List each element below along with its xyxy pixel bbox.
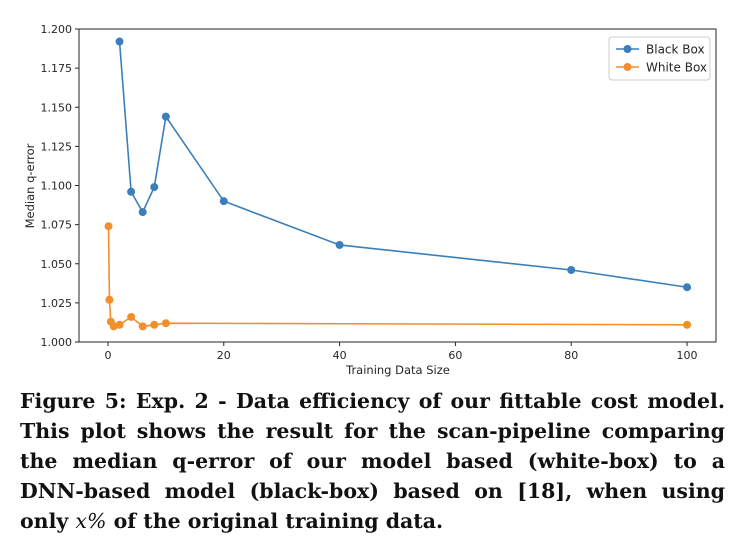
- data-point-black-box: [567, 266, 576, 275]
- y-tick-label: 1.200: [41, 23, 73, 36]
- x-tick-label: 0: [104, 349, 111, 362]
- x-tick-label: 80: [564, 349, 578, 362]
- caption-math: x%: [75, 509, 107, 533]
- data-point-black-box: [335, 240, 344, 249]
- y-tick-label: 1.075: [41, 219, 73, 232]
- data-point-white-box: [138, 322, 147, 331]
- y-tick-label: 1.025: [41, 297, 73, 310]
- caption-text: Figure 5: Exp. 2 - Data efficiency of ou…: [20, 389, 725, 533]
- x-tick-label: 100: [677, 349, 698, 362]
- legend-box: [608, 36, 711, 81]
- legend-label-white-box: White Box: [646, 61, 707, 75]
- series-white-box: [104, 222, 692, 331]
- x-axis-label: Training Data Size: [345, 363, 450, 377]
- data-point-white-box: [161, 319, 170, 328]
- series-line-black-box: [118, 41, 688, 289]
- figure-caption: Figure 5: Exp. 2 - Data efficiency of ou…: [20, 386, 725, 536]
- y-axis: 1.000 1.025 1.050 1.075 1.100 1.125 1.150 1.175…: [41, 23, 79, 349]
- y-tick-label: 1.125: [41, 140, 73, 153]
- data-point-white-box: [150, 320, 159, 329]
- data-point-white-box: [683, 320, 692, 329]
- y-tick-label: 1.175: [41, 62, 73, 75]
- data-point-white-box: [115, 320, 124, 329]
- y-tick-label: 1.150: [41, 101, 73, 114]
- data-point-white-box: [105, 295, 114, 304]
- line-chart: 0 20 40 60 80 100 1.0001.0251.0501.0751.1001.…: [23, 23, 717, 377]
- data-point-black-box: [127, 187, 136, 196]
- data-point-black-box: [683, 283, 692, 292]
- x-tick-label: 60: [448, 349, 462, 362]
- x-tick-label: 40: [333, 349, 347, 362]
- legend-marker-black-box: [623, 45, 632, 53]
- data-point-white-box: [104, 222, 113, 231]
- data-point-black-box: [115, 37, 124, 46]
- data-point-black-box: [138, 208, 147, 217]
- series-black-box: [115, 37, 692, 292]
- data-point-black-box: [161, 112, 170, 121]
- legend: Black Box White Box: [608, 36, 711, 81]
- legend-entry-white-box: White Box: [616, 61, 707, 75]
- y-tick-label: 1.000: [41, 336, 73, 349]
- series-line-white-box: [107, 226, 688, 328]
- caption-tail: of the original training data.: [106, 509, 444, 533]
- y-axis-label: Median q-error: [23, 143, 37, 228]
- legend-label-black-box: Black Box: [646, 43, 705, 57]
- plot-area: [104, 37, 692, 331]
- legend-marker-white-box: [623, 63, 632, 71]
- data-point-black-box: [219, 197, 228, 206]
- data-point-black-box: [150, 183, 159, 192]
- y-tick-label: 1.100: [41, 180, 73, 193]
- y-tick-label: 1.050: [41, 258, 73, 271]
- x-axis: 0 20 40 60 80 100: [104, 342, 698, 362]
- x-tick-label: 20: [217, 349, 231, 362]
- data-point-white-box: [127, 312, 136, 321]
- legend-entry-black-box: Black Box: [616, 43, 705, 57]
